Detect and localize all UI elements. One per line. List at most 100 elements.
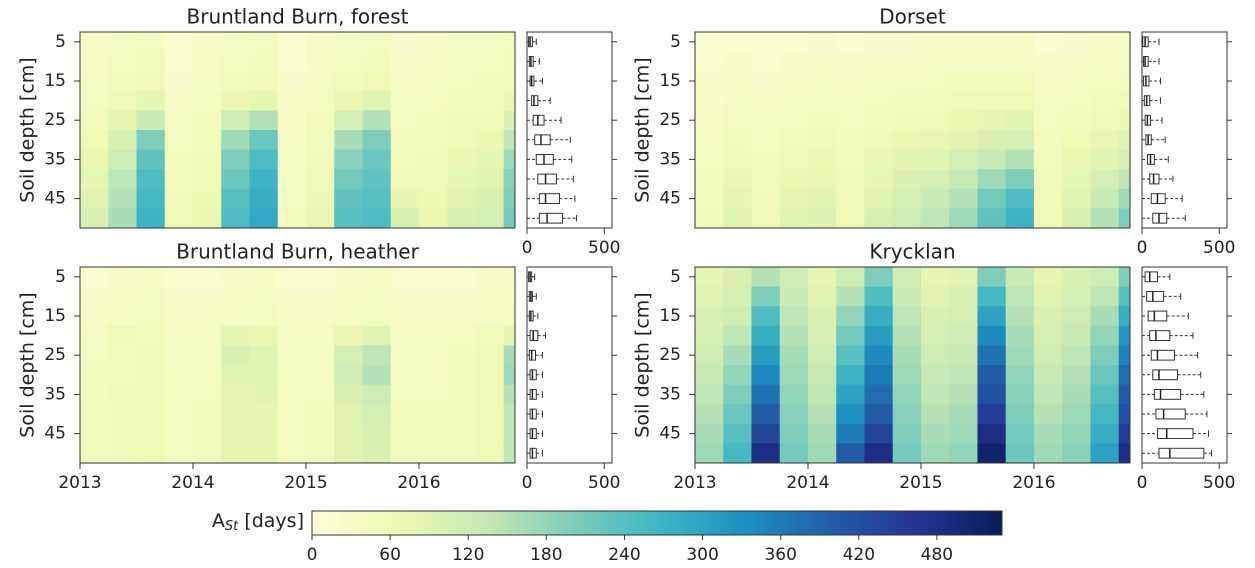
heat-cell [977,130,1007,151]
heat-cell [695,32,724,53]
box-x-tick-label: 0 [1137,238,1148,258]
heat-cell [977,443,1007,464]
y-tick-label: 5 [55,32,66,52]
heat-cell [836,345,865,366]
heat-cell [723,188,752,209]
heat-cell [751,423,781,444]
heat-cell [1005,306,1035,327]
heat-cell [221,306,250,327]
heat-cell [418,443,448,464]
heat-cell [249,325,279,346]
heat-cell [977,345,1007,366]
heat-cell [249,443,279,464]
heat-cell [920,423,950,444]
heat-cell [751,267,781,288]
heat-cell [164,404,194,425]
y-tick-label: 45 [44,189,66,209]
heat-cell [779,110,809,131]
heat-cell [1062,306,1091,327]
box-x-tick-label: 0 [522,238,533,258]
heat-cell [221,90,250,111]
heat-cell [305,365,335,386]
heat-cell [723,51,752,72]
heat-cell [695,130,724,151]
heat-cell [503,267,516,288]
heat-cell [136,384,166,405]
heat-cell [751,286,781,307]
heat-cell [334,110,363,131]
heat-cell [751,51,781,72]
heat-cell [362,286,392,307]
heat-cell [108,51,137,72]
heat-cell [334,345,363,366]
heat-cell [949,423,978,444]
heat-cell [503,188,516,209]
heat-cell [723,267,752,288]
y-tick-label: 5 [670,267,681,287]
heat-cell [1062,345,1091,366]
heat-cell [80,51,109,72]
box [529,408,537,420]
heat-cell [390,130,420,151]
heat-cell [108,286,137,307]
heat-cell [108,188,137,209]
heat-cell [892,51,922,72]
heat-cell [807,208,837,229]
heat-cell [1090,90,1120,111]
heat-cell [249,188,279,209]
heat-cell [192,404,222,425]
heat-cell [1118,267,1131,288]
heat-cell [136,71,166,92]
heat-cell [249,404,279,425]
heat-cell [418,267,448,288]
box-x-tick-label: 500 [1203,238,1235,258]
box [1143,56,1149,67]
heat-cell [221,423,250,444]
heat-cell [864,404,894,425]
heat-cell [1005,188,1035,209]
heat-cell [751,384,781,405]
heat-cell [192,149,222,170]
heat-cell [920,365,950,386]
heat-cell [447,384,476,405]
heat-cell [305,404,335,425]
heat-cell [418,423,448,444]
heat-cell [864,149,894,170]
heat-cell [723,423,752,444]
box [1158,447,1205,459]
heat-cell [807,325,837,346]
heat-cell [305,32,335,53]
heat-cell [80,149,109,170]
heat-cell [892,384,922,405]
heat-cell [977,267,1007,288]
heat-cell [192,423,222,444]
box [531,95,539,106]
heat-cell [1118,32,1131,53]
heat-cell [1005,384,1035,405]
heat-cell [447,110,476,131]
heat-cell [920,188,950,209]
heat-cell [221,110,250,131]
heat-cell [807,32,837,53]
heat-cell [108,90,137,111]
heat-cell [249,208,279,229]
heat-cell [418,188,448,209]
heat-cell [1118,110,1131,131]
heat-cell [1090,306,1120,327]
heat-cell [503,404,516,425]
heat-cell [305,149,335,170]
heat-cell [192,32,222,53]
heat-cell [192,208,222,229]
heat-cell [447,169,476,190]
heat-cell [949,169,978,190]
heat-cell [164,443,194,464]
heat-cell [249,130,279,151]
box [538,193,560,204]
heat-cell [807,345,837,366]
heat-cell [418,306,448,327]
heat-cell [1033,404,1063,425]
heat-cell [779,51,809,72]
heat-cell [949,325,978,346]
heat-cell [695,267,724,288]
heat-cell [503,208,516,229]
